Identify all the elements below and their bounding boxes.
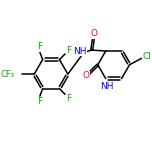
Text: NH: NH (73, 47, 86, 55)
Text: CF₃: CF₃ (1, 70, 15, 79)
Text: F: F (66, 93, 71, 103)
Text: O: O (91, 29, 98, 38)
Text: NH: NH (100, 81, 113, 91)
Text: Cl: Cl (143, 52, 152, 61)
Text: F: F (37, 42, 42, 51)
Text: O: O (82, 71, 89, 81)
Text: F: F (37, 97, 42, 106)
Text: F: F (66, 46, 71, 55)
